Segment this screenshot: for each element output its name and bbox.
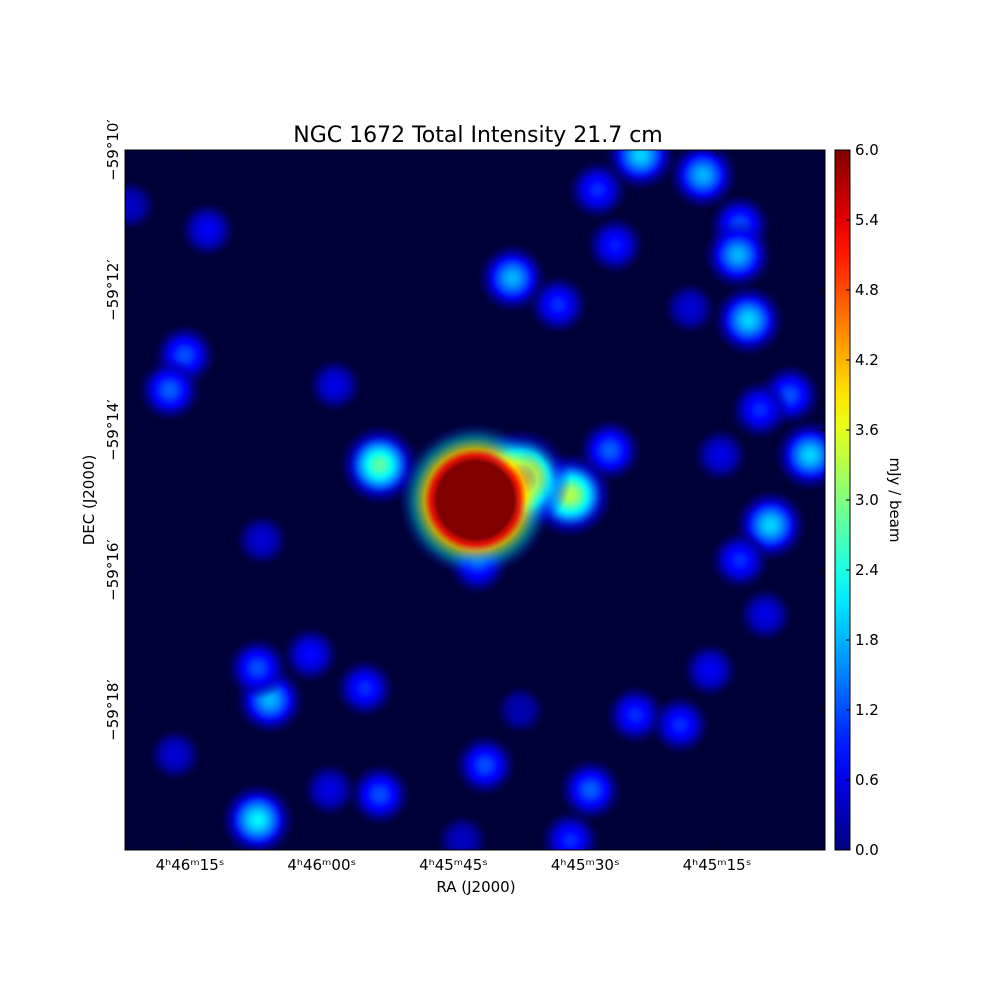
intensity-source bbox=[235, 513, 289, 567]
intensity-source bbox=[712, 283, 785, 357]
intensity-source bbox=[437, 814, 488, 850]
colorbar-tick-label: 6.0 bbox=[855, 141, 879, 159]
x-tick-label: 4ʰ45ᵐ15ˢ bbox=[683, 856, 752, 874]
y-tick-label: −59°12′ bbox=[104, 259, 122, 321]
colorbar-tick-label: 0.6 bbox=[855, 771, 879, 789]
y-tick-label: −59°10′ bbox=[104, 119, 122, 181]
intensity-source bbox=[334, 658, 395, 719]
intensity-source bbox=[453, 733, 517, 797]
intensity-source bbox=[527, 274, 588, 335]
colorbar-tick-label: 4.2 bbox=[855, 351, 879, 369]
intensity-source bbox=[773, 418, 825, 492]
intensity-source bbox=[567, 159, 628, 220]
intensity-source bbox=[558, 757, 623, 822]
x-tick-label: 4ʰ46ᵐ00ˢ bbox=[287, 856, 356, 874]
intensity-source bbox=[738, 587, 793, 642]
chart-title: NGC 1672 Total Intensity 21.7 cm bbox=[293, 123, 662, 148]
intensity-source bbox=[650, 694, 711, 755]
colorbar-tick-label: 0.0 bbox=[855, 841, 879, 859]
intensity-source bbox=[179, 202, 236, 258]
intensity-source bbox=[730, 379, 791, 440]
y-tick-label: −59°14′ bbox=[104, 399, 122, 461]
intensity-source bbox=[709, 530, 770, 591]
intensity-source bbox=[702, 219, 774, 291]
colorbar-label: mJy / beam bbox=[886, 457, 904, 542]
colorbar-tick-label: 3.6 bbox=[855, 421, 879, 439]
intensity-source bbox=[348, 763, 412, 827]
intensity-source bbox=[281, 626, 339, 684]
intensity-source bbox=[226, 636, 289, 700]
intensity-source bbox=[667, 150, 738, 211]
intensity-source bbox=[307, 358, 362, 413]
intensity-source bbox=[398, 423, 553, 577]
intensity-source bbox=[540, 810, 601, 850]
intensity-source bbox=[148, 728, 202, 781]
colorbar-tick-label: 5.4 bbox=[855, 211, 879, 229]
y-tick-label: −59°18′ bbox=[104, 679, 122, 741]
intensity-source bbox=[682, 642, 738, 698]
plot-frame bbox=[124, 149, 826, 851]
x-tick-label: 4ʰ45ᵐ45ˢ bbox=[419, 856, 488, 874]
colorbar-tick-label: 3.0 bbox=[855, 491, 879, 509]
intensity-source bbox=[693, 428, 748, 483]
image bbox=[125, 150, 825, 850]
intensity-source bbox=[663, 282, 716, 335]
x-tick-label: 4ʰ45ᵐ30ˢ bbox=[551, 856, 620, 874]
colorbar-tick-label: 2.4 bbox=[855, 561, 879, 579]
y-tick-label: −59°16′ bbox=[104, 539, 122, 601]
colorbar-tick-label: 1.2 bbox=[855, 701, 879, 719]
x-tick-label: 4ʰ46ᵐ15ˢ bbox=[156, 856, 225, 874]
intensity-source bbox=[302, 762, 357, 817]
colorbar-tick-label: 1.8 bbox=[855, 631, 879, 649]
intensity-source bbox=[495, 685, 545, 735]
intensity-source bbox=[585, 215, 645, 275]
intensity-source bbox=[605, 684, 666, 745]
intensity-source bbox=[137, 358, 202, 423]
x-axis-label: RA (J2000) bbox=[436, 878, 515, 896]
intensity-source bbox=[125, 180, 156, 231]
y-axis-label: DEC (J2000) bbox=[80, 455, 98, 546]
colorbar-tick-label: 4.8 bbox=[855, 281, 879, 299]
intensity-source bbox=[220, 782, 295, 850]
